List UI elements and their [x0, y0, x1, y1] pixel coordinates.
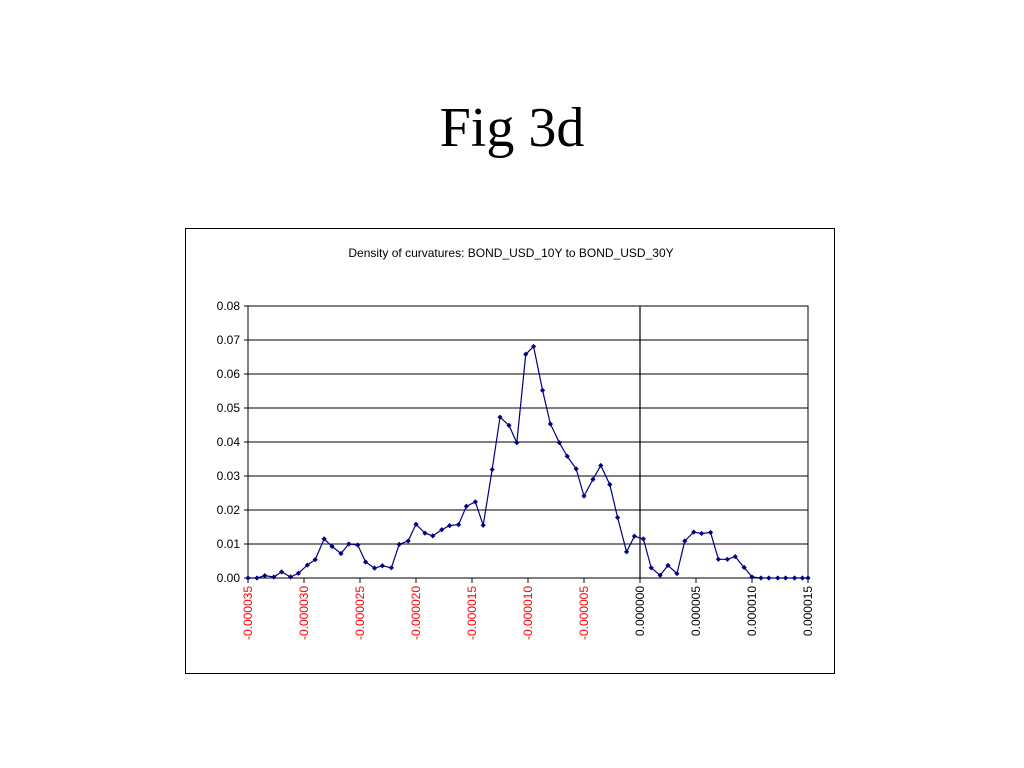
x-tick-label: 0.000000: [633, 586, 647, 636]
data-point: [607, 481, 613, 488]
data-point: [648, 565, 654, 571]
x-axis-ticks: -0.000035 -0.000030 -0.000025 -0.000020 -0.0…: [241, 578, 815, 640]
data-point: [775, 575, 781, 581]
data-point: [363, 559, 369, 565]
data-point: [439, 527, 445, 533]
data-point: [539, 387, 546, 393]
data-point: [472, 499, 478, 505]
data-point: [480, 522, 486, 528]
data-point: [682, 538, 688, 544]
y-tick-label: 0.02: [217, 503, 241, 517]
data-point: [724, 556, 730, 562]
data-point: [674, 570, 680, 577]
data-point: [514, 440, 520, 446]
data-point: [783, 575, 789, 581]
data-point: [338, 550, 344, 557]
data-point: [715, 556, 721, 562]
x-tick-label: 0.000015: [801, 586, 815, 636]
data-point: [455, 522, 462, 528]
data-point: [590, 476, 596, 482]
y-tick-label: 0.05: [217, 401, 241, 415]
data-point: [413, 521, 419, 527]
chart-frame: Density of curvatures: BOND_USD_10Y to B…: [185, 228, 835, 674]
data-point: [640, 536, 646, 542]
data-point: [623, 549, 630, 555]
data-point: [405, 538, 411, 544]
data-point: [691, 529, 697, 535]
y-tick-label: 0.06: [217, 367, 241, 381]
y-tick-label: 0.04: [217, 435, 241, 449]
data-point: [631, 533, 637, 539]
data-point: [749, 574, 755, 580]
data-point: [463, 503, 469, 509]
data-point: [615, 514, 621, 521]
data-point: [321, 536, 327, 542]
y-tick-label: 0.01: [217, 537, 241, 551]
gridlines: [248, 339, 808, 545]
x-tick-label: -0.000020: [409, 586, 423, 640]
data-point: [254, 575, 260, 581]
data-point: [707, 529, 714, 536]
data-point: [581, 493, 587, 499]
y-tick-label: 0.00: [217, 571, 241, 585]
data-point: [758, 575, 764, 581]
x-tick-label: -0.000025: [353, 586, 367, 640]
data-point: [556, 440, 562, 446]
data-point: [665, 562, 671, 569]
x-tick-label: -0.000035: [241, 586, 255, 640]
x-tick-label: -0.000030: [297, 586, 311, 640]
data-point: [732, 553, 738, 560]
data-point: [245, 575, 251, 581]
data-point: [547, 421, 553, 427]
data-point: [741, 564, 747, 571]
x-tick-label: -0.000015: [465, 586, 479, 640]
slide-title: Fig 3d: [439, 97, 585, 159]
data-point: [388, 565, 394, 571]
data-point: [531, 343, 537, 350]
data-point: [346, 541, 352, 547]
y-tick-label: 0.03: [217, 469, 241, 483]
x-tick-label: -0.000010: [521, 586, 535, 640]
chart-svg: Density of curvatures: BOND_USD_10Y to B…: [217, 246, 815, 640]
data-point: [506, 422, 512, 428]
data-point: [304, 562, 310, 568]
series-line: [248, 345, 808, 579]
data-point: [430, 533, 436, 539]
data-point: [497, 414, 503, 420]
data-point: [766, 575, 772, 581]
x-tick-label: 0.000005: [689, 586, 703, 636]
data-point: [329, 543, 335, 549]
chart-title: Density of curvatures: BOND_USD_10Y to B…: [348, 246, 673, 260]
data-point: [799, 575, 805, 581]
data-point: [805, 575, 811, 581]
data-point: [371, 565, 378, 571]
data-point: [396, 541, 402, 547]
data-point: [699, 530, 705, 537]
y-tick-label: 0.08: [217, 299, 241, 313]
data-point: [355, 542, 361, 548]
data-point: [489, 466, 495, 473]
data-point: [447, 523, 453, 529]
y-axis-ticks: 0.00 0.01 0.02 0.03 0.04 0.05 0.06 0.07 0.08: [217, 299, 248, 585]
x-tick-label: -0.000005: [577, 586, 591, 640]
x-tick-label: 0.000010: [745, 586, 759, 636]
data-point: [271, 574, 277, 580]
data-point: [262, 573, 268, 579]
data-point: [791, 575, 798, 581]
data-point: [657, 572, 663, 578]
y-tick-label: 0.07: [217, 333, 241, 347]
data-point: [287, 574, 294, 580]
